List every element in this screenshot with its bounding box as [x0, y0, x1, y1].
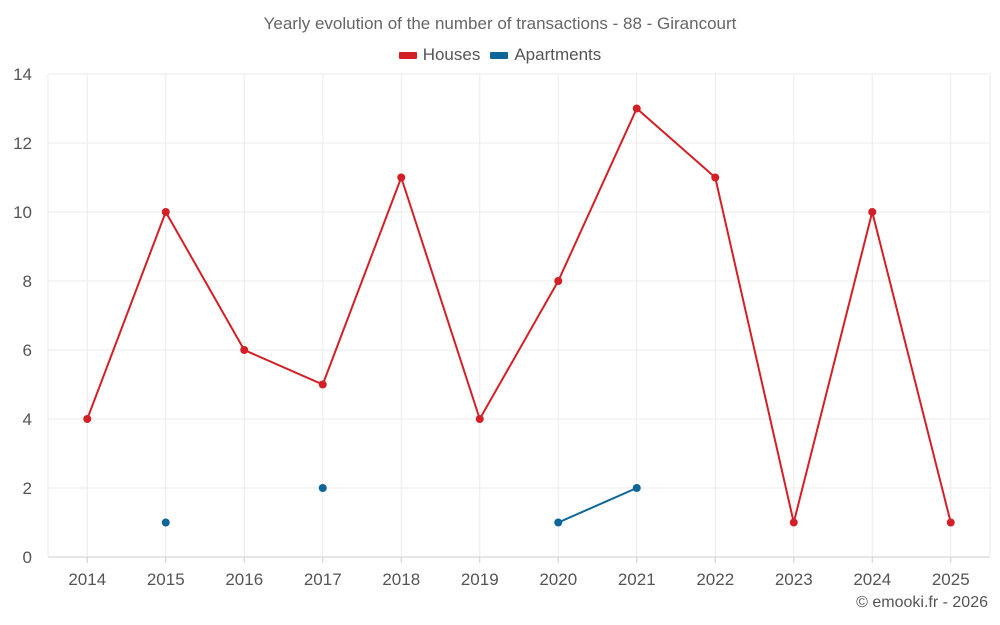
x-tick-label: 2019: [461, 570, 499, 589]
data-point-houses: [632, 104, 641, 113]
legend-label-houses: Houses: [422, 45, 481, 64]
y-tick-label: 10: [13, 203, 32, 222]
legend-swatch-apartments: [490, 51, 509, 59]
x-tick-label: 2017: [304, 570, 342, 589]
data-point-houses: [318, 380, 327, 389]
data-point-houses: [240, 346, 249, 354]
y-tick-label: 0: [23, 548, 32, 567]
x-tick-label: 2015: [147, 570, 185, 589]
x-tick-label: 2025: [932, 570, 970, 589]
data-point-houses: [946, 518, 955, 527]
data-point-apartments: [318, 484, 327, 492]
y-tick-label: 6: [23, 341, 32, 360]
data-point-apartments: [554, 518, 563, 527]
data-point-houses: [161, 208, 170, 216]
y-tick-label: 4: [23, 410, 32, 429]
legend-label-apartments: Apartments: [514, 45, 602, 64]
x-tick-label: 2014: [68, 570, 106, 589]
x-tick-label: 2022: [696, 570, 734, 589]
data-point-houses: [868, 208, 877, 216]
y-tick-label: 14: [13, 65, 32, 84]
data-point-houses: [475, 415, 484, 423]
x-tick-label: 2024: [853, 570, 891, 589]
data-point-apartments: [632, 484, 641, 492]
data-point-houses: [397, 173, 406, 182]
data-point-houses: [83, 415, 92, 423]
x-tick-label: 2016: [225, 570, 263, 589]
data-point-houses: [554, 277, 563, 285]
series-line-apartments: [557, 487, 638, 524]
legend-swatch-houses: [398, 51, 417, 59]
data-point-houses: [789, 518, 798, 527]
chart-title: Yearly evolution of the number of transa…: [263, 14, 737, 33]
x-tick-label: 2021: [618, 570, 656, 589]
x-tick-label: 2023: [775, 570, 813, 589]
legend: Houses Apartments: [0, 45, 1000, 65]
y-tick-label: 2: [23, 479, 32, 498]
legend-item-houses[interactable]: Houses: [398, 45, 481, 65]
y-tick-label: 12: [13, 134, 32, 153]
x-tick-label: 2020: [539, 570, 577, 589]
series-line-houses: [86, 107, 952, 524]
x-tick-label: 2018: [382, 570, 420, 589]
legend-item-apartments[interactable]: Apartments: [490, 45, 601, 65]
y-tick-label: 8: [23, 272, 32, 291]
credit-text: © emooki.fr - 2026: [856, 594, 988, 611]
data-point-houses: [711, 173, 720, 182]
data-point-apartments: [161, 518, 170, 527]
